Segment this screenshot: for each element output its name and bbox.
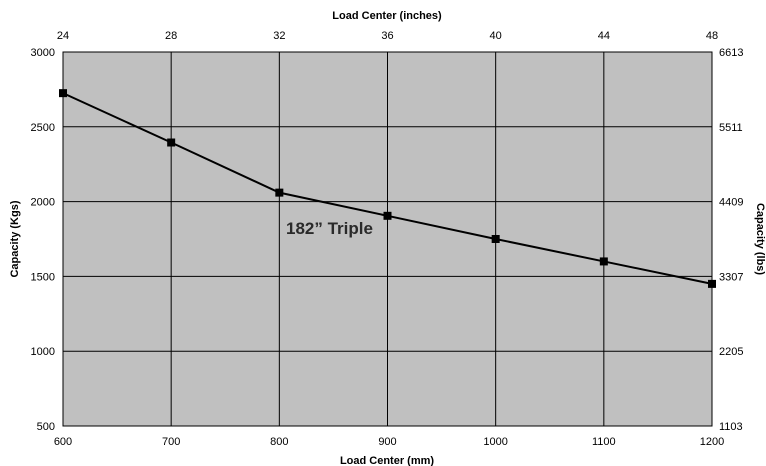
y2-tick-label: 3307 [719, 271, 743, 283]
x2-tick-label: 48 [706, 30, 718, 42]
data-point-marker [708, 279, 716, 288]
y2-axis-title: Capacity (lbs) [754, 203, 766, 275]
y2-tick-label: 4409 [719, 197, 743, 209]
y2-tick-label: 2205 [719, 346, 743, 358]
y2-tick-label: 6613 [719, 47, 743, 59]
x-tick-label: 1100 [592, 436, 616, 448]
y-axis-title: Capacity (Kgs) [9, 200, 21, 277]
x2-tick-label: 24 [57, 30, 69, 42]
data-point-marker [275, 188, 284, 197]
x2-axis-title: Load Center (inches) [332, 10, 442, 22]
tick-labels: 600 700 800 900 1000 1100 1200 24 28 32 36 40 44 48 50… [31, 30, 744, 448]
y-tick-label: 2000 [31, 197, 55, 209]
x-axis-title: Load Center (mm) [340, 455, 434, 466]
series [59, 89, 716, 288]
y-tick-label: 2500 [31, 122, 55, 134]
y-tick-label: 1500 [31, 271, 55, 283]
data-point-marker [383, 211, 392, 220]
y-tick-label: 3000 [31, 47, 55, 59]
grid [63, 52, 712, 426]
y2-tick-label: 5511 [719, 122, 743, 134]
data-point-marker [599, 257, 608, 266]
x2-tick-label: 28 [165, 30, 177, 42]
y2-tick-label: 1103 [719, 421, 743, 433]
x-tick-label: 1000 [483, 436, 507, 448]
x-tick-label: 600 [54, 436, 72, 448]
x2-tick-label: 36 [381, 30, 393, 42]
data-point-marker [491, 235, 500, 243]
x-tick-label: 700 [162, 436, 180, 448]
data-point-marker [59, 89, 67, 98]
x-tick-label: 800 [270, 436, 288, 448]
y-tick-label: 500 [37, 421, 55, 433]
x-tick-label: 1200 [700, 436, 724, 448]
x2-tick-label: 32 [273, 30, 285, 42]
x2-tick-label: 44 [598, 30, 610, 42]
x-tick-label: 900 [378, 436, 396, 448]
x2-tick-label: 40 [490, 30, 502, 42]
series-annotation: 182” Triple [286, 219, 373, 238]
y-tick-label: 1000 [31, 346, 55, 358]
data-point-marker [167, 138, 176, 147]
